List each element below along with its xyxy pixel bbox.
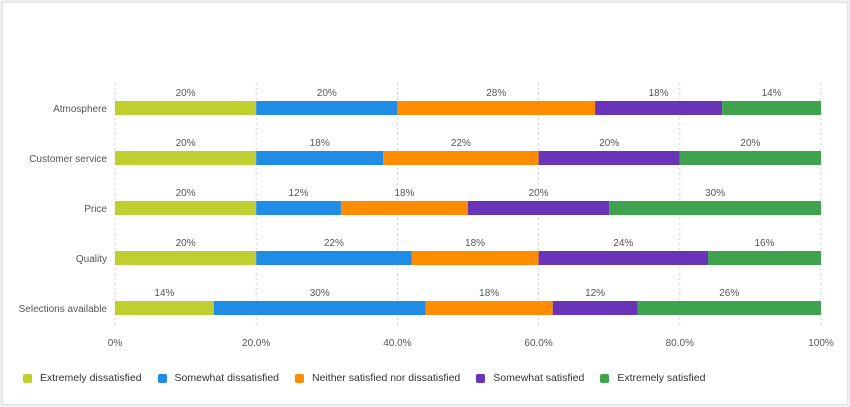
bar-segment[interactable] <box>115 201 257 215</box>
legend-swatch <box>23 373 32 383</box>
legend-label: Neither satisfied nor dissatisfied <box>312 372 461 384</box>
bar-segment[interactable] <box>340 201 468 215</box>
legend-item[interactable]: Neither satisfied nor dissatisfied <box>295 372 460 384</box>
bar-segment[interactable] <box>256 101 398 115</box>
category-label: Customer service <box>29 154 107 165</box>
data-label: 14% <box>154 288 174 299</box>
legend-swatch <box>157 373 167 383</box>
category-label: Atmosphere <box>53 104 107 115</box>
legend-item[interactable]: Somewhat dissatisfied <box>157 372 280 384</box>
legend-label: Somewhat dissatisfied <box>174 372 280 384</box>
bar-segment[interactable] <box>468 201 610 215</box>
x-tick-label: 20.0% <box>242 338 270 349</box>
legend-item[interactable]: Somewhat satisfied <box>476 372 584 384</box>
bar-segment[interactable] <box>115 101 257 115</box>
bar-segment[interactable] <box>425 301 553 315</box>
category-label: Quality <box>76 254 107 265</box>
data-label: 12% <box>289 188 309 199</box>
bar-segment[interactable] <box>708 251 821 265</box>
data-label: 20% <box>176 188 196 199</box>
bar-segment[interactable] <box>552 301 638 315</box>
x-tick-label: 100% <box>808 338 834 349</box>
data-label: 20% <box>599 138 619 149</box>
bar-segment[interactable] <box>115 251 257 265</box>
x-tick-label: 60.0% <box>524 338 552 349</box>
data-label: 18% <box>465 238 485 249</box>
bar-segment[interactable] <box>115 301 214 315</box>
bar-segment[interactable] <box>722 101 821 115</box>
data-label: 28% <box>486 88 506 99</box>
category-label: Selections available <box>19 304 108 315</box>
data-label: 22% <box>324 238 344 249</box>
data-label: 18% <box>394 188 414 199</box>
x-tick-label: 80.0% <box>666 338 694 349</box>
legend: Extremely dissatisfied Somewhat dissatisf… <box>23 372 705 384</box>
bar-segment[interactable] <box>609 201 821 215</box>
bar-segment[interactable] <box>397 101 596 115</box>
data-label: 18% <box>649 88 669 99</box>
data-label: 20% <box>176 88 196 99</box>
x-tick-label: 0% <box>108 338 123 349</box>
bar-segment[interactable] <box>637 301 821 315</box>
bar-segment[interactable] <box>411 251 539 265</box>
data-label: 26% <box>719 288 739 299</box>
data-label: 20% <box>740 138 760 149</box>
bar-segment[interactable] <box>538 151 680 165</box>
stacked-bar-chart: 0% 20.0% 40.0% 60.0% 80.0% 100% Atmosphere 20% 2… <box>19 83 834 349</box>
data-label: 30% <box>705 188 725 199</box>
x-tick-label: 40.0% <box>383 338 411 349</box>
data-label: 20% <box>176 238 196 249</box>
bar-segment[interactable] <box>679 151 821 165</box>
legend-label: Somewhat satisfied <box>493 372 585 384</box>
bar-segment[interactable] <box>595 101 723 115</box>
data-label: 24% <box>613 238 633 249</box>
data-label: 18% <box>479 288 499 299</box>
legend-swatch <box>600 373 610 383</box>
data-label: 14% <box>762 88 782 99</box>
legend-swatch <box>476 373 486 383</box>
data-label: 30% <box>310 288 330 299</box>
data-label: 18% <box>310 138 330 149</box>
bar-segment[interactable] <box>256 201 341 215</box>
legend-item[interactable]: Extremely satisfied <box>600 372 705 384</box>
data-label: 20% <box>176 138 196 149</box>
legend-label: Extremely satisfied <box>617 372 706 384</box>
data-label: 20% <box>317 88 337 99</box>
bar-segment[interactable] <box>256 151 384 165</box>
legend-item[interactable]: Extremely dissatisfied <box>23 372 142 384</box>
category-label: Price <box>84 204 107 215</box>
data-label: 12% <box>585 288 605 299</box>
legend-label: Extremely dissatisfied <box>40 372 142 384</box>
bar-segment[interactable] <box>383 151 539 165</box>
data-label: 16% <box>755 238 775 249</box>
bar-segment[interactable] <box>538 251 709 265</box>
data-label: 22% <box>451 138 471 149</box>
bar-segment[interactable] <box>213 301 426 315</box>
bar-segment[interactable] <box>256 251 412 265</box>
data-label: 20% <box>529 188 549 199</box>
legend-swatch <box>295 373 305 383</box>
bar-segment[interactable] <box>115 151 257 165</box>
